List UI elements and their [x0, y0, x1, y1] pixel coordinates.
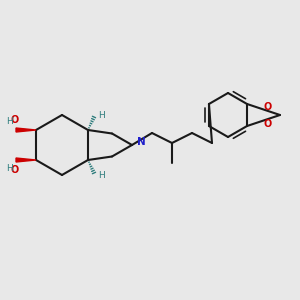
Text: O: O: [264, 102, 272, 112]
Text: O: O: [11, 115, 19, 125]
Polygon shape: [16, 128, 36, 132]
Text: O: O: [264, 119, 272, 129]
Text: H: H: [6, 117, 12, 126]
Text: H: H: [6, 164, 12, 173]
Polygon shape: [16, 158, 36, 162]
Text: O: O: [11, 165, 19, 175]
Text: N: N: [137, 137, 146, 147]
Text: H: H: [98, 170, 105, 179]
Text: H: H: [98, 110, 105, 119]
